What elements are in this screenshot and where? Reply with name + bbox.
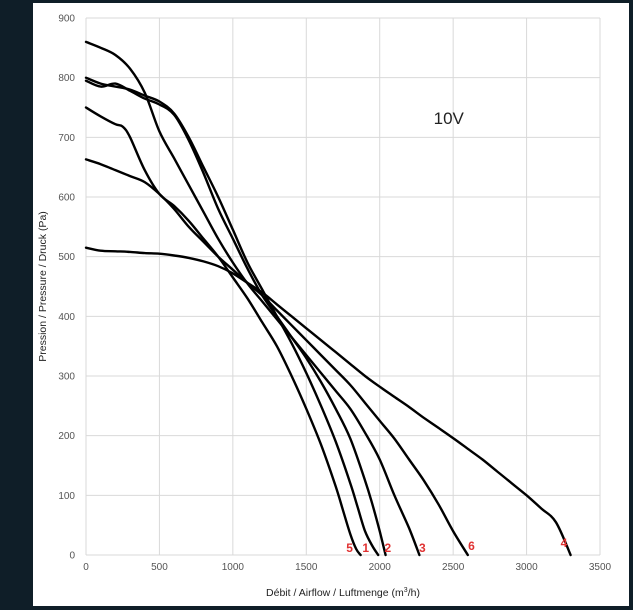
x-tick-label: 1000 bbox=[222, 562, 245, 573]
y-tick-label: 100 bbox=[58, 491, 75, 502]
series-line-6 bbox=[84, 158, 469, 557]
series-layer bbox=[84, 40, 572, 557]
x-axis-title: Débit / Airflow / Luftmenge (m3/h) bbox=[266, 587, 420, 599]
curve-label-1: 1 bbox=[362, 541, 369, 555]
y-tick-label: 600 bbox=[58, 193, 75, 204]
curve-label-4: 4 bbox=[561, 536, 568, 550]
series-line-5 bbox=[84, 106, 362, 557]
curve-label-6: 6 bbox=[468, 539, 475, 553]
y-axis-title: Pression / Pressure / Druck (Pa) bbox=[37, 211, 49, 362]
series-line-1 bbox=[84, 76, 380, 557]
x-tick-label: 2000 bbox=[369, 562, 392, 573]
y-tick-label: 0 bbox=[69, 551, 75, 562]
x-tick-label: 2500 bbox=[442, 562, 465, 573]
curve-label-3: 3 bbox=[419, 541, 426, 555]
fan-curve-chart: 0 500 1000 1500 2000 2500 3000 3500010020030040… bbox=[37, 14, 612, 600]
x-tick-label: 0 bbox=[83, 562, 89, 573]
tick-label-layer: 0 500 1000 1500 2000 2500 3000 3500010020030040… bbox=[58, 14, 611, 574]
x-axis-title-superscript: 3 bbox=[404, 587, 408, 594]
chart-panel: 0 500 1000 1500 2000 2500 3000 3500 0 100 200 300 40… bbox=[33, 3, 629, 606]
series-line-4 bbox=[84, 246, 572, 557]
series-line-3 bbox=[84, 40, 421, 557]
y-tick-label: 400 bbox=[58, 312, 75, 323]
y-tick-label: 700 bbox=[58, 133, 75, 144]
y-tick-label: 800 bbox=[58, 73, 75, 84]
x-tick-label: 3000 bbox=[515, 562, 538, 573]
y-tick-label: 200 bbox=[58, 431, 75, 442]
x-tick-label: 500 bbox=[151, 562, 168, 573]
grid-layer bbox=[85, 17, 601, 556]
x-tick-label: 3500 bbox=[589, 562, 612, 573]
curve-label-2: 2 bbox=[384, 541, 391, 555]
x-axis-title-suffix: /h) bbox=[408, 587, 420, 599]
curve-label-5: 5 bbox=[346, 541, 353, 555]
series-line-2 bbox=[84, 79, 387, 557]
y-tick-label: 500 bbox=[58, 252, 75, 263]
y-tick-label: 300 bbox=[58, 372, 75, 383]
voltage-annotation: 10V bbox=[434, 109, 465, 128]
x-tick-label: 1500 bbox=[295, 562, 318, 573]
y-tick-label: 900 bbox=[58, 14, 75, 25]
x-axis-title-main: Débit / Airflow / Luftmenge (m bbox=[266, 587, 404, 599]
